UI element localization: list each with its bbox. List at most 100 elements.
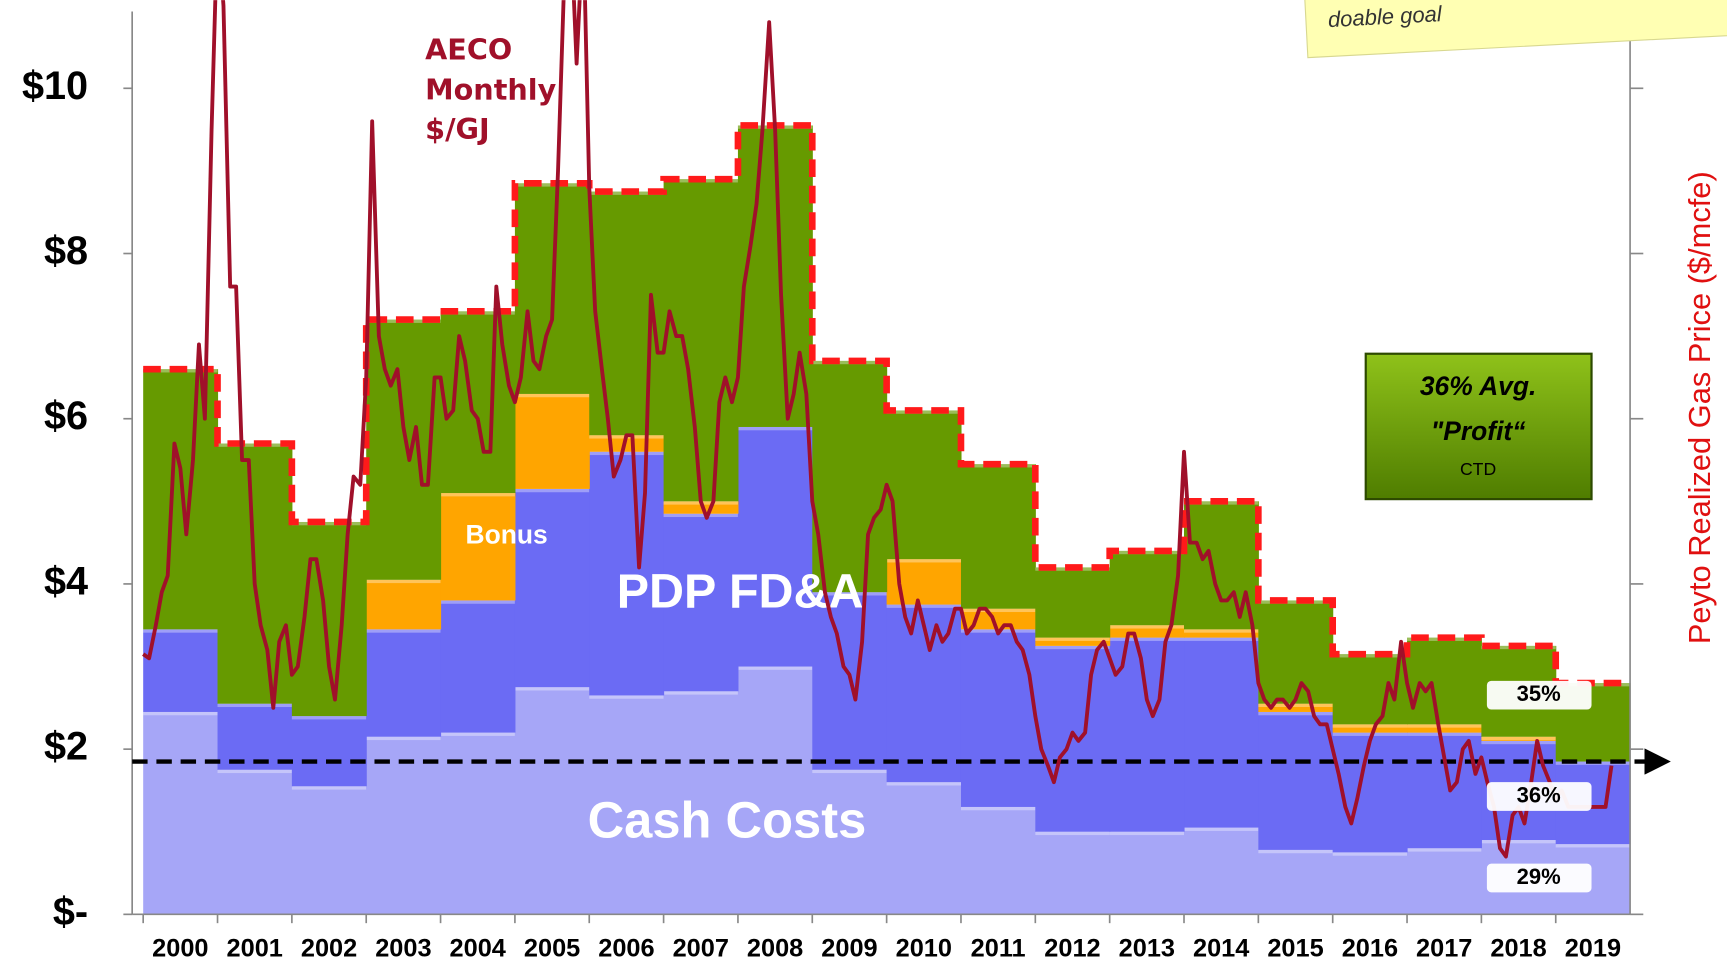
area-segment [1407, 724, 1482, 733]
segment-highlight [1035, 637, 1110, 641]
segment-highlight [737, 426, 813, 431]
segment-highlight [663, 691, 738, 695]
segment-highlight [440, 493, 515, 497]
area-segment [1332, 732, 1408, 853]
x-tick-label: 2002 [301, 934, 357, 962]
segment-highlight [1258, 849, 1333, 854]
area-segment [960, 806, 1036, 915]
area-segment [366, 579, 442, 630]
area-segment [291, 716, 367, 787]
area-segment [1258, 711, 1334, 850]
area-segment [960, 464, 1036, 609]
segment-highlight [663, 513, 738, 518]
area-label: Bonus [466, 520, 548, 550]
segment-highlight [1184, 629, 1259, 633]
area-segment [440, 600, 516, 733]
segment-highlight [1258, 711, 1333, 716]
segment-highlight [143, 629, 218, 633]
area-segment [514, 488, 590, 688]
y-tick-label: $8 [44, 229, 88, 273]
area-segment [1332, 852, 1408, 915]
area-segment [589, 451, 665, 696]
segment-highlight [1407, 724, 1482, 728]
segment-highlight [886, 604, 961, 608]
segment-highlight [1481, 740, 1556, 745]
area-segment [366, 736, 442, 915]
area-segment [366, 629, 442, 737]
area-segment [663, 691, 739, 915]
share-label: 35% [1517, 681, 1561, 706]
share-label: 29% [1517, 864, 1561, 889]
share-label: 36% [1517, 782, 1561, 807]
segment-highlight [589, 451, 664, 456]
area-segment [217, 769, 293, 915]
segment-highlight [514, 393, 590, 398]
segment-highlight [1035, 645, 1110, 650]
segment-highlight [1184, 827, 1259, 831]
segment-highlight [440, 732, 515, 736]
area-segment [1184, 501, 1259, 630]
segment-highlight [737, 666, 813, 670]
segment-highlight [1407, 848, 1482, 852]
note-paper [1302, 0, 1727, 59]
segment-highlight [1407, 732, 1482, 736]
aeco-label-box: AECO Monthly $/GJ [425, 34, 556, 146]
x-tick-label: 2009 [821, 934, 877, 962]
x-tick-label: 2014 [1193, 934, 1249, 962]
share-box [1486, 680, 1592, 710]
area-label: Cash Costs [588, 791, 867, 848]
profit-box-line: "Profit“ [1431, 416, 1527, 446]
area-segment [1035, 567, 1111, 638]
area-segment [737, 426, 813, 667]
note-text: doable goal [1327, 1, 1443, 32]
area-segment [291, 786, 367, 915]
segment-highlight [291, 716, 367, 720]
sticky-note: doable goal [1302, 0, 1727, 59]
segment-highlight [366, 579, 441, 584]
segment-highlight [1184, 637, 1259, 641]
area-segment [514, 393, 590, 489]
segment-highlight [1332, 654, 1408, 658]
segment-highlight [812, 592, 887, 596]
area-segment [1258, 849, 1334, 915]
area-segment [1109, 831, 1185, 915]
x-tick-label: 2007 [673, 934, 729, 962]
x-tick-label: 2001 [227, 934, 283, 962]
area-segment [440, 493, 516, 601]
x-tick-label: 2000 [152, 934, 208, 962]
area-segment [812, 769, 888, 915]
area-segment [143, 711, 219, 915]
areas [143, 125, 1631, 915]
x-tick-label: 2005 [524, 934, 580, 962]
area-segment [514, 687, 590, 915]
segment-highlight [1109, 550, 1185, 555]
share-box [1486, 782, 1592, 811]
area-segment [1184, 637, 1259, 828]
y-tick-label: $10 [22, 64, 88, 108]
y-tick-label: $4 [44, 559, 88, 603]
segment-highlight [217, 703, 292, 708]
x-tick-label: 2006 [598, 934, 654, 962]
x-tick-label: 2012 [1044, 934, 1100, 962]
area-segment [589, 695, 665, 915]
segment-highlight [1109, 625, 1185, 629]
segment-highlight [1332, 732, 1408, 736]
y-tick-label: $- [53, 890, 88, 934]
segment-highlight [217, 769, 292, 774]
x-tick-label: 2008 [747, 934, 803, 962]
area-segment [812, 360, 888, 593]
segment-highlight [514, 687, 590, 691]
segment-highlight [960, 608, 1036, 613]
segment-highlight [1481, 736, 1556, 741]
area-segment [1332, 724, 1408, 733]
area-segment [1035, 637, 1111, 646]
segment-highlight [886, 410, 961, 414]
segment-highlight [1035, 831, 1110, 836]
profit-box-line: 36% Avg. [1420, 371, 1537, 401]
y-tick-label: $2 [44, 725, 88, 769]
area-segment [1035, 645, 1111, 832]
area-segment [143, 629, 219, 712]
